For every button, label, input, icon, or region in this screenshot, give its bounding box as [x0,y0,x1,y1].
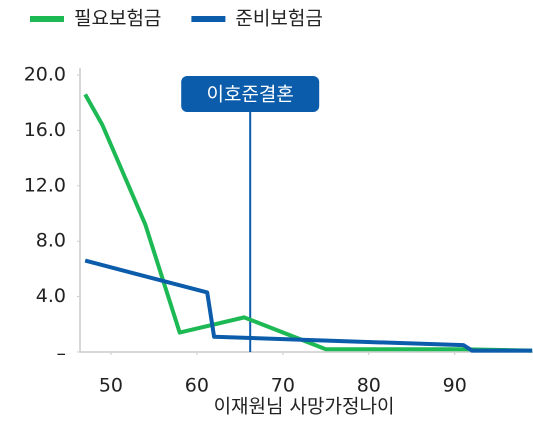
annotation-text: 이호준결혼 [206,84,293,106]
x-tick-label: 50 [99,375,123,397]
line-series [84,258,533,353]
legend-label: 필요보험금 [74,8,161,30]
legend-label: 준비보험금 [235,8,322,30]
annotation-box [181,76,320,112]
x-tick-label: 90 [443,375,467,397]
legend-swatch [191,16,226,22]
y-tick-label: 20.0 [24,64,66,86]
y-tick-label: 16.0 [24,119,66,141]
y-tick-label: 4.0 [36,285,66,307]
line-series [83,93,533,353]
x-axis-label: 이재원님 사망가정나이 [214,396,395,418]
y-tick-label: 12.0 [24,174,66,196]
x-tick-label: 80 [357,375,381,397]
y-tick-label: – [57,343,67,365]
legend-swatch [30,16,64,22]
x-tick-label: 60 [185,375,209,397]
x-tick-label: 70 [271,375,295,397]
y-tick-label: 8.0 [36,230,66,252]
